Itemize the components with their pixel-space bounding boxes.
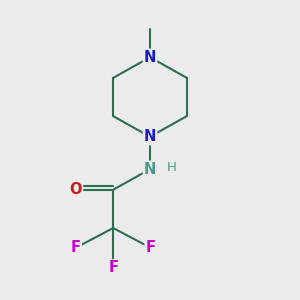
Text: N: N (144, 162, 156, 177)
Text: F: F (146, 240, 156, 255)
Text: N: N (144, 129, 156, 144)
Text: F: F (71, 240, 81, 255)
Text: O: O (70, 182, 82, 197)
Text: N: N (144, 50, 156, 65)
Text: F: F (108, 260, 118, 275)
Text: H: H (166, 161, 176, 174)
